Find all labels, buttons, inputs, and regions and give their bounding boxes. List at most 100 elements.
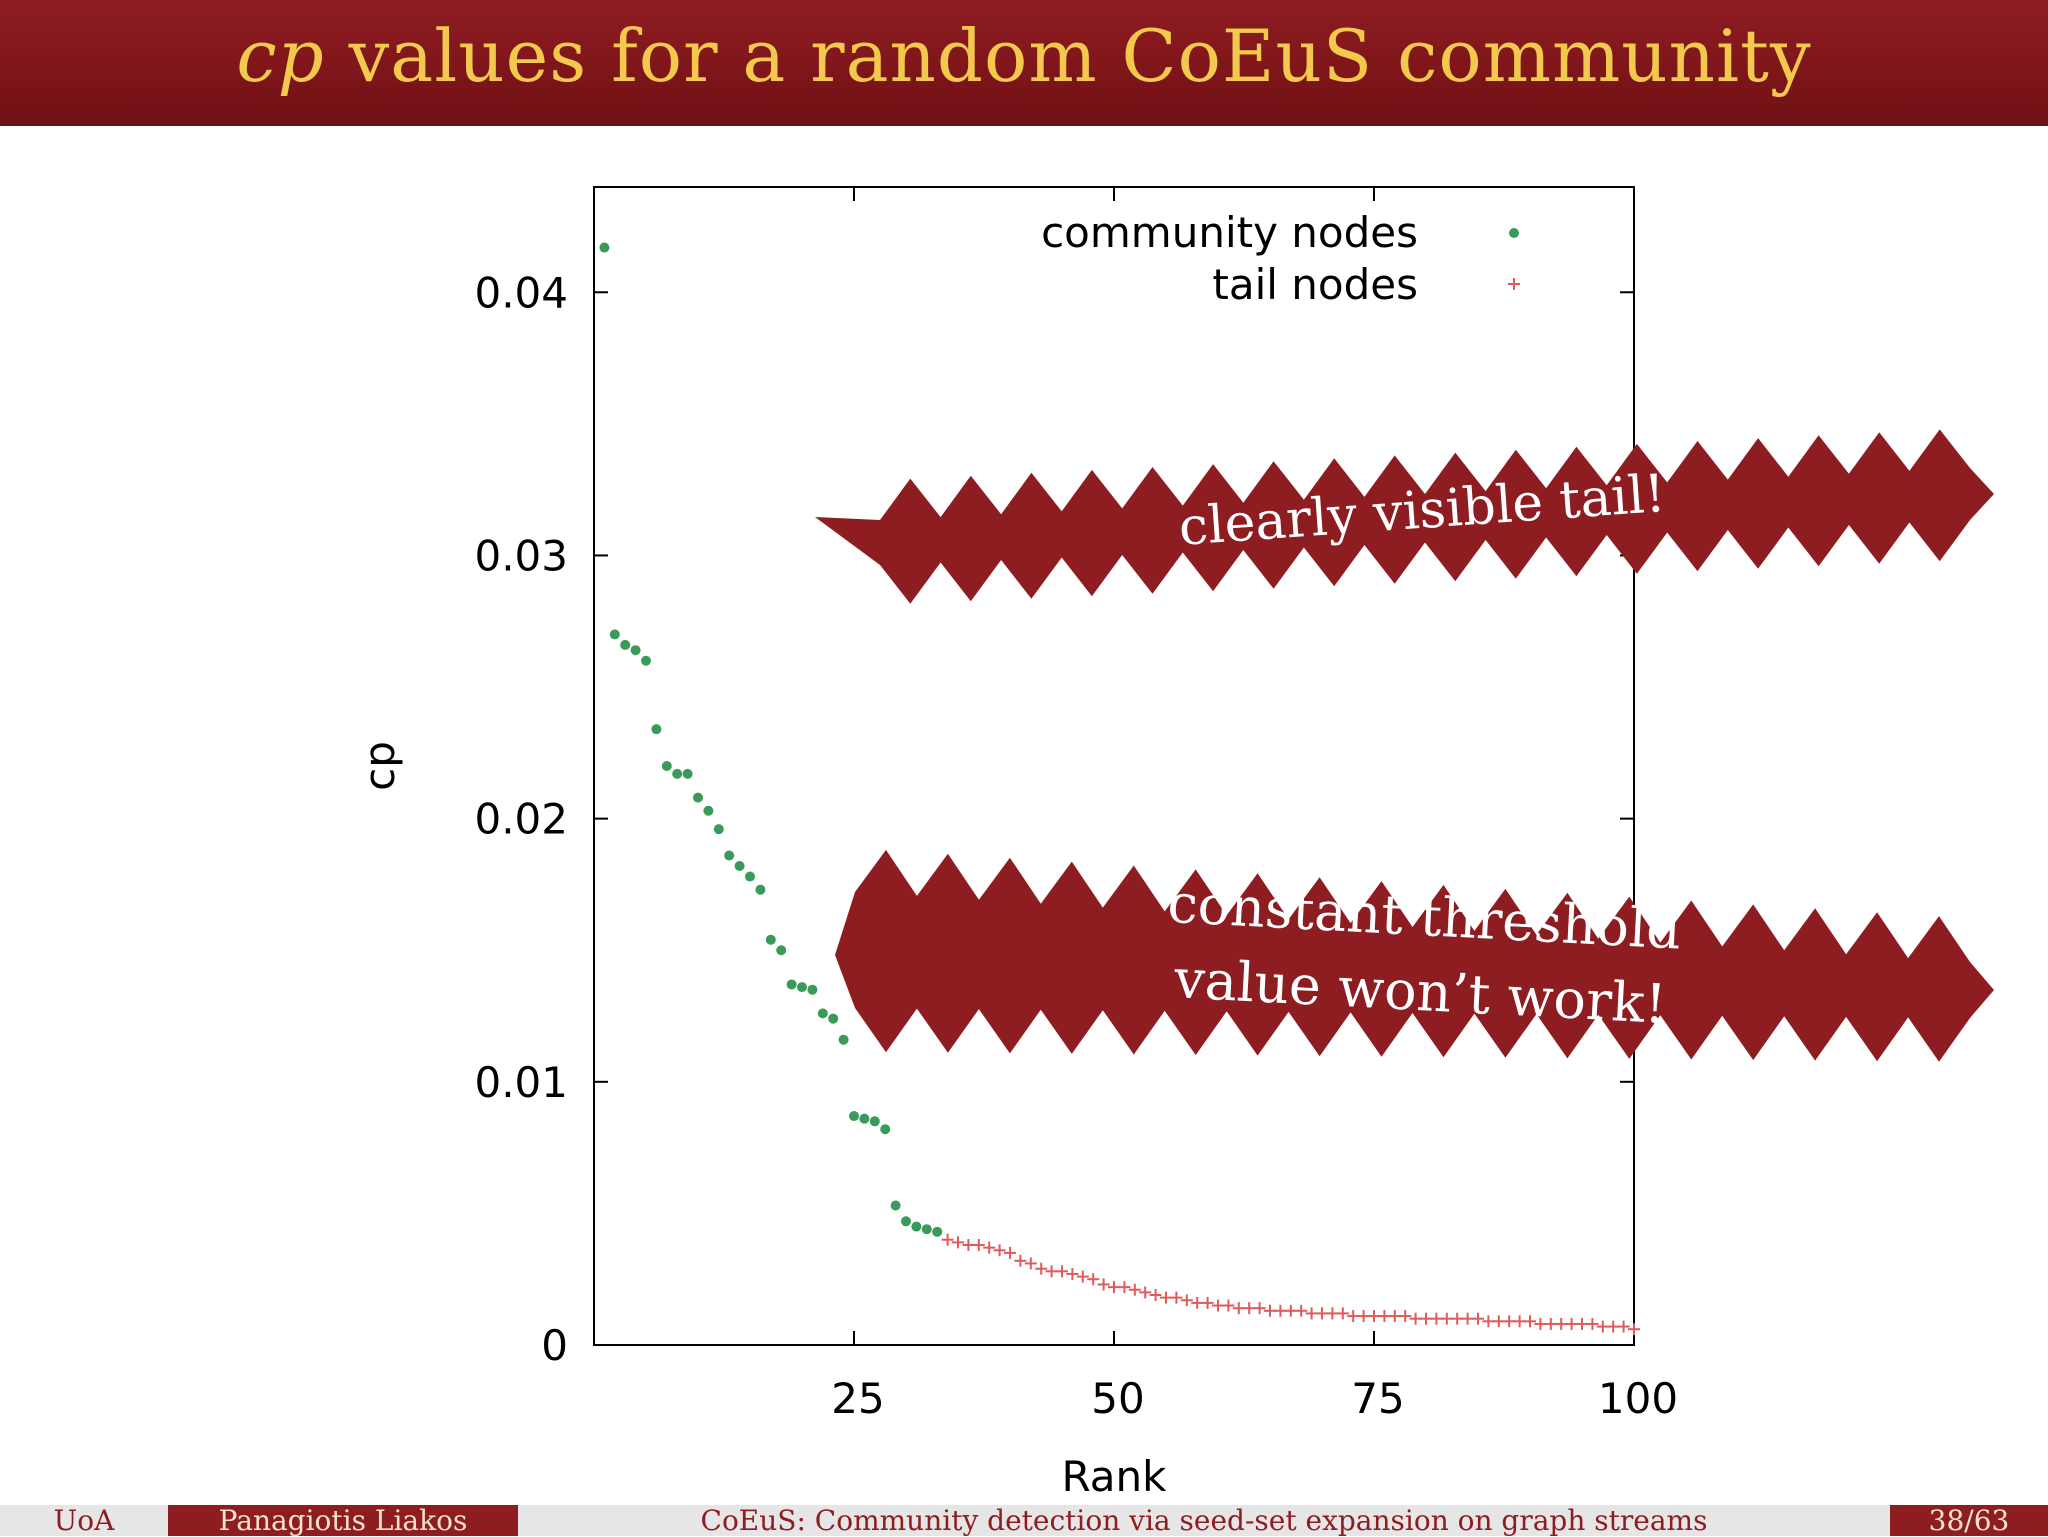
title-bar: cp values for a random CoEuS community xyxy=(0,0,2048,126)
tail-node-point xyxy=(1492,1315,1505,1328)
community-node-point xyxy=(713,824,724,835)
community-node-point xyxy=(807,984,818,995)
legend-label-community: community nodes xyxy=(1041,208,1418,257)
tail-node-point xyxy=(1524,1315,1536,1328)
tail-node-point xyxy=(1576,1317,1588,1330)
x-axis-label: Rank xyxy=(1062,1452,1168,1501)
community-node-point xyxy=(682,768,693,779)
legend-marker-tail xyxy=(1508,278,1520,290)
tail-node-point xyxy=(1222,1299,1235,1312)
tail-node-point xyxy=(952,1236,964,1249)
community-node-point xyxy=(641,655,651,666)
callout-threshold-shape xyxy=(835,849,1994,1062)
tail-node-point xyxy=(1565,1317,1578,1330)
y-tick-labels: 0 0.01 0.02 0.03 0.04 xyxy=(474,268,568,1370)
tail-node-point xyxy=(941,1233,954,1246)
community-node-point xyxy=(849,1111,859,1122)
tail-node-point xyxy=(1451,1312,1464,1325)
tail-node-point xyxy=(1472,1312,1484,1325)
tail-node-point xyxy=(1232,1302,1245,1315)
community-node-point xyxy=(776,945,787,956)
community-node-point xyxy=(828,1013,839,1024)
community-node-point xyxy=(693,792,703,803)
tail-node-point xyxy=(1305,1307,1318,1320)
tail-node-point xyxy=(1440,1312,1453,1325)
community-node-point xyxy=(724,850,735,861)
tail-node-point xyxy=(972,1238,985,1251)
tail-node-point xyxy=(1087,1273,1100,1286)
tail-node-point xyxy=(1264,1304,1276,1317)
community-node-point xyxy=(620,639,631,650)
community-node-point xyxy=(703,805,714,816)
tail-node-point xyxy=(1108,1281,1120,1294)
tail-node-point xyxy=(1596,1320,1609,1333)
community-node-point xyxy=(786,979,797,990)
tail-node-point xyxy=(1253,1302,1266,1315)
x-tick-label: 75 xyxy=(1351,1374,1404,1423)
y-tick-label: 0.04 xyxy=(474,268,568,317)
tail-node-point xyxy=(1201,1296,1214,1309)
community-node-point xyxy=(651,724,662,735)
tail-node-point xyxy=(1430,1312,1443,1325)
tail-node-point xyxy=(1326,1307,1339,1320)
slide-footer: UoA Panagiotis Liakos CoEuS: Community d… xyxy=(0,1505,2048,1536)
tail-node-point xyxy=(1544,1317,1557,1330)
tail-node-point xyxy=(1503,1315,1516,1328)
tail-node-point xyxy=(1191,1296,1204,1309)
tail-node-point xyxy=(1617,1320,1630,1333)
tail-node-point xyxy=(1128,1283,1141,1296)
tail-node-point xyxy=(962,1238,975,1251)
tail-node-point xyxy=(1513,1315,1526,1328)
tail-node-point xyxy=(1212,1299,1224,1312)
tail-node-point xyxy=(1056,1265,1068,1278)
community-node-point xyxy=(869,1116,880,1127)
callout-tail-shape xyxy=(815,429,1994,604)
community-node-point xyxy=(890,1200,901,1211)
tail-node-point xyxy=(1399,1310,1412,1323)
x-tick-label: 50 xyxy=(1091,1374,1144,1423)
y-axis-label: cp xyxy=(355,741,404,791)
tail-node-point xyxy=(1586,1317,1599,1330)
tail-node-point xyxy=(1035,1262,1048,1275)
tail-node-point xyxy=(1024,1257,1037,1270)
tail-node-point xyxy=(1076,1270,1089,1283)
community-node-point xyxy=(672,768,683,779)
y-tick-label: 0.02 xyxy=(474,795,568,844)
community-node-point xyxy=(911,1221,922,1232)
tail-node-point xyxy=(1295,1304,1308,1317)
plot-area xyxy=(593,186,1635,1346)
tail-node-point xyxy=(1482,1315,1495,1328)
footer-page-number: 38/63 xyxy=(1890,1505,2048,1536)
community-node-point xyxy=(765,934,776,945)
community-node-point xyxy=(921,1224,932,1235)
callout-threshold: constant threshold value won’t work! xyxy=(835,849,1994,1062)
tail-node-point xyxy=(1555,1317,1568,1330)
footer-author: Panagiotis Liakos xyxy=(168,1505,518,1536)
tail-node-point xyxy=(1004,1246,1016,1259)
community-node-point xyxy=(797,982,807,993)
tail-node-point xyxy=(1316,1307,1328,1320)
community-node-point xyxy=(599,242,610,253)
slide-title: cp values for a random CoEuS community xyxy=(0,14,2048,98)
tail-node-point xyxy=(1378,1310,1391,1323)
y-tick-label: 0.03 xyxy=(474,531,568,580)
plot-frame xyxy=(593,186,1635,1346)
series-community-nodes xyxy=(599,242,943,1237)
legend-label-tail: tail nodes xyxy=(1212,260,1418,309)
tail-node-point xyxy=(1368,1310,1380,1323)
tail-node-point xyxy=(983,1241,996,1254)
tail-node-point xyxy=(1139,1286,1152,1299)
slide-title-rest: values for a random CoEuS community xyxy=(324,14,1812,98)
community-node-point xyxy=(817,1008,828,1019)
tail-node-point xyxy=(1118,1281,1131,1294)
callout-tail: clearly visible tail! xyxy=(815,429,1994,604)
tail-node-point xyxy=(1336,1307,1349,1320)
tail-node-point xyxy=(1045,1265,1058,1278)
community-node-point xyxy=(630,645,641,656)
footer-institution: UoA xyxy=(53,1504,115,1537)
x-tick-labels: 25 50 75 100 xyxy=(831,1374,1678,1423)
tail-node-point xyxy=(1409,1312,1422,1325)
tail-node-point xyxy=(1097,1278,1110,1291)
tail-node-point xyxy=(1347,1310,1360,1323)
community-node-point xyxy=(661,761,672,771)
